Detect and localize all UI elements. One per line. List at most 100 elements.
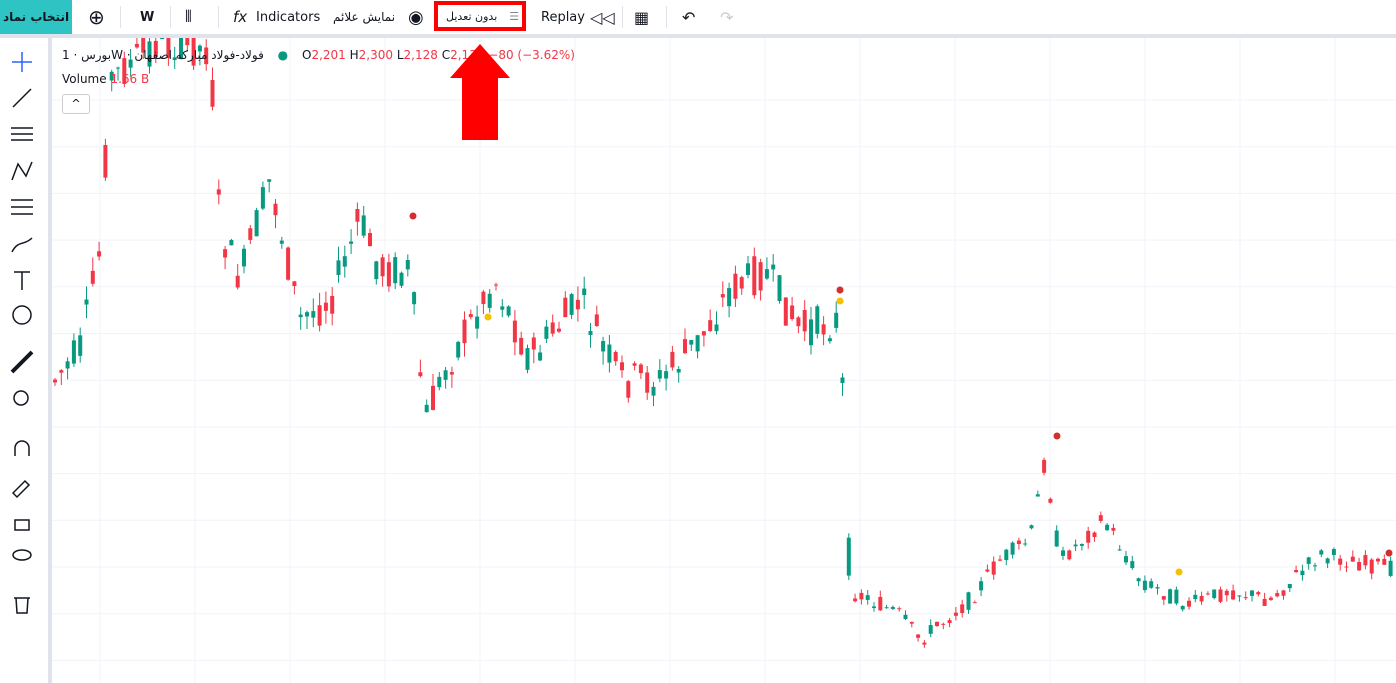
lock-tool[interactable] xyxy=(14,519,30,531)
signal-dot xyxy=(836,286,844,294)
ruler-tool[interactable] xyxy=(10,350,34,374)
candle-body xyxy=(1388,560,1393,576)
layout-button[interactable]: ▦ xyxy=(634,7,650,27)
candle-body xyxy=(71,340,76,364)
low-label: L xyxy=(396,48,404,62)
candle-body xyxy=(1142,580,1147,591)
candle-body xyxy=(153,40,158,57)
candle-body xyxy=(1262,598,1267,606)
candle-body xyxy=(1243,597,1248,599)
undo-button[interactable]: ↶ xyxy=(682,7,696,27)
candle-body xyxy=(853,598,858,602)
magnet-tool[interactable] xyxy=(14,440,30,456)
candle-body xyxy=(456,341,461,358)
symbol-button[interactable]: انتخاب نماد xyxy=(0,0,72,34)
replay-button[interactable]: Replay xyxy=(541,9,585,25)
candle-body xyxy=(1319,550,1324,555)
adjustment-label: بدون تعدیل xyxy=(446,9,498,23)
candle-body xyxy=(1231,590,1236,600)
candle-body xyxy=(538,352,543,361)
open-value: 2,201 xyxy=(311,48,346,62)
show-signals-button[interactable]: نمایش علائم xyxy=(333,10,396,24)
candle-body xyxy=(638,364,643,374)
candle-body xyxy=(437,376,442,388)
candle-body xyxy=(191,38,196,66)
candle-body xyxy=(739,277,744,289)
candle-body xyxy=(701,331,706,336)
candle-body xyxy=(1193,594,1198,600)
candle-body xyxy=(752,256,757,296)
fib-tool[interactable] xyxy=(11,127,33,141)
candle-body xyxy=(172,57,177,61)
hide-tool[interactable] xyxy=(12,549,32,561)
candle-body xyxy=(979,581,984,591)
candle-body xyxy=(323,302,328,311)
projection-tool[interactable] xyxy=(11,199,33,215)
candle-body xyxy=(1350,556,1355,562)
candle-body xyxy=(116,67,120,69)
candle-body xyxy=(519,337,524,355)
candle-body xyxy=(998,559,1002,561)
candle-body xyxy=(405,260,410,270)
candle-body xyxy=(481,291,486,305)
crosshair-tool[interactable] xyxy=(12,52,32,72)
candle-body xyxy=(418,372,423,377)
candle-body xyxy=(1300,570,1305,576)
candle-body xyxy=(746,263,750,275)
candle-body xyxy=(431,385,435,410)
chart-type-button[interactable]: ⫴ xyxy=(185,7,192,26)
candle-body xyxy=(1035,494,1040,497)
candle-body xyxy=(563,297,568,318)
candle-body xyxy=(1205,593,1210,595)
candle-body xyxy=(531,337,536,350)
interval-button[interactable]: W xyxy=(140,9,155,25)
candle-body xyxy=(235,275,240,288)
candle-body xyxy=(657,370,662,379)
trend-line-tool[interactable] xyxy=(12,88,32,108)
candle-body xyxy=(916,634,921,638)
candle-body xyxy=(872,606,876,609)
candle-body xyxy=(311,311,316,318)
candle-body xyxy=(330,295,335,314)
candle-body xyxy=(223,249,228,258)
text-tool[interactable] xyxy=(14,271,30,290)
candle-body xyxy=(97,251,102,257)
candle-body xyxy=(941,623,946,625)
collapse-button[interactable]: ^ xyxy=(62,94,90,114)
candle-body xyxy=(1124,556,1128,563)
candle-body xyxy=(298,314,303,318)
candle-body xyxy=(1168,589,1173,604)
zoom-tool[interactable] xyxy=(13,390,29,406)
candle-body xyxy=(865,595,870,600)
candle-body xyxy=(928,625,933,634)
lock-draw-tool[interactable] xyxy=(11,479,31,499)
candle-body xyxy=(1130,561,1135,568)
candle-body xyxy=(645,372,650,393)
adjustment-button[interactable]: بدون تعدیل ☰ xyxy=(434,1,526,31)
candle-body xyxy=(1281,590,1286,596)
redo-button[interactable]: ↷ xyxy=(720,7,734,27)
add-button[interactable]: ⊕ xyxy=(88,5,105,29)
candle-body xyxy=(1061,550,1065,556)
candle-body xyxy=(582,288,587,296)
candle-body xyxy=(462,319,467,344)
candle-body xyxy=(355,209,360,222)
candle-body xyxy=(380,257,385,277)
candle-body xyxy=(720,294,725,298)
candle-body xyxy=(1161,596,1166,600)
candle-body xyxy=(374,261,379,280)
candle-body xyxy=(361,215,366,236)
emoji-tool[interactable] xyxy=(12,305,32,325)
brush-tool[interactable] xyxy=(11,237,33,253)
indicators-button[interactable]: Indicators xyxy=(256,9,321,25)
delete-tool[interactable] xyxy=(14,597,30,614)
separator xyxy=(622,6,623,28)
candle-body xyxy=(1376,558,1380,562)
candle-body xyxy=(267,179,272,182)
candle-body xyxy=(714,324,719,332)
pattern-tool[interactable] xyxy=(11,161,33,181)
candle-body xyxy=(305,312,309,317)
candle-body xyxy=(468,314,473,318)
candle-body xyxy=(601,341,606,352)
status-dot: ● xyxy=(277,48,289,62)
